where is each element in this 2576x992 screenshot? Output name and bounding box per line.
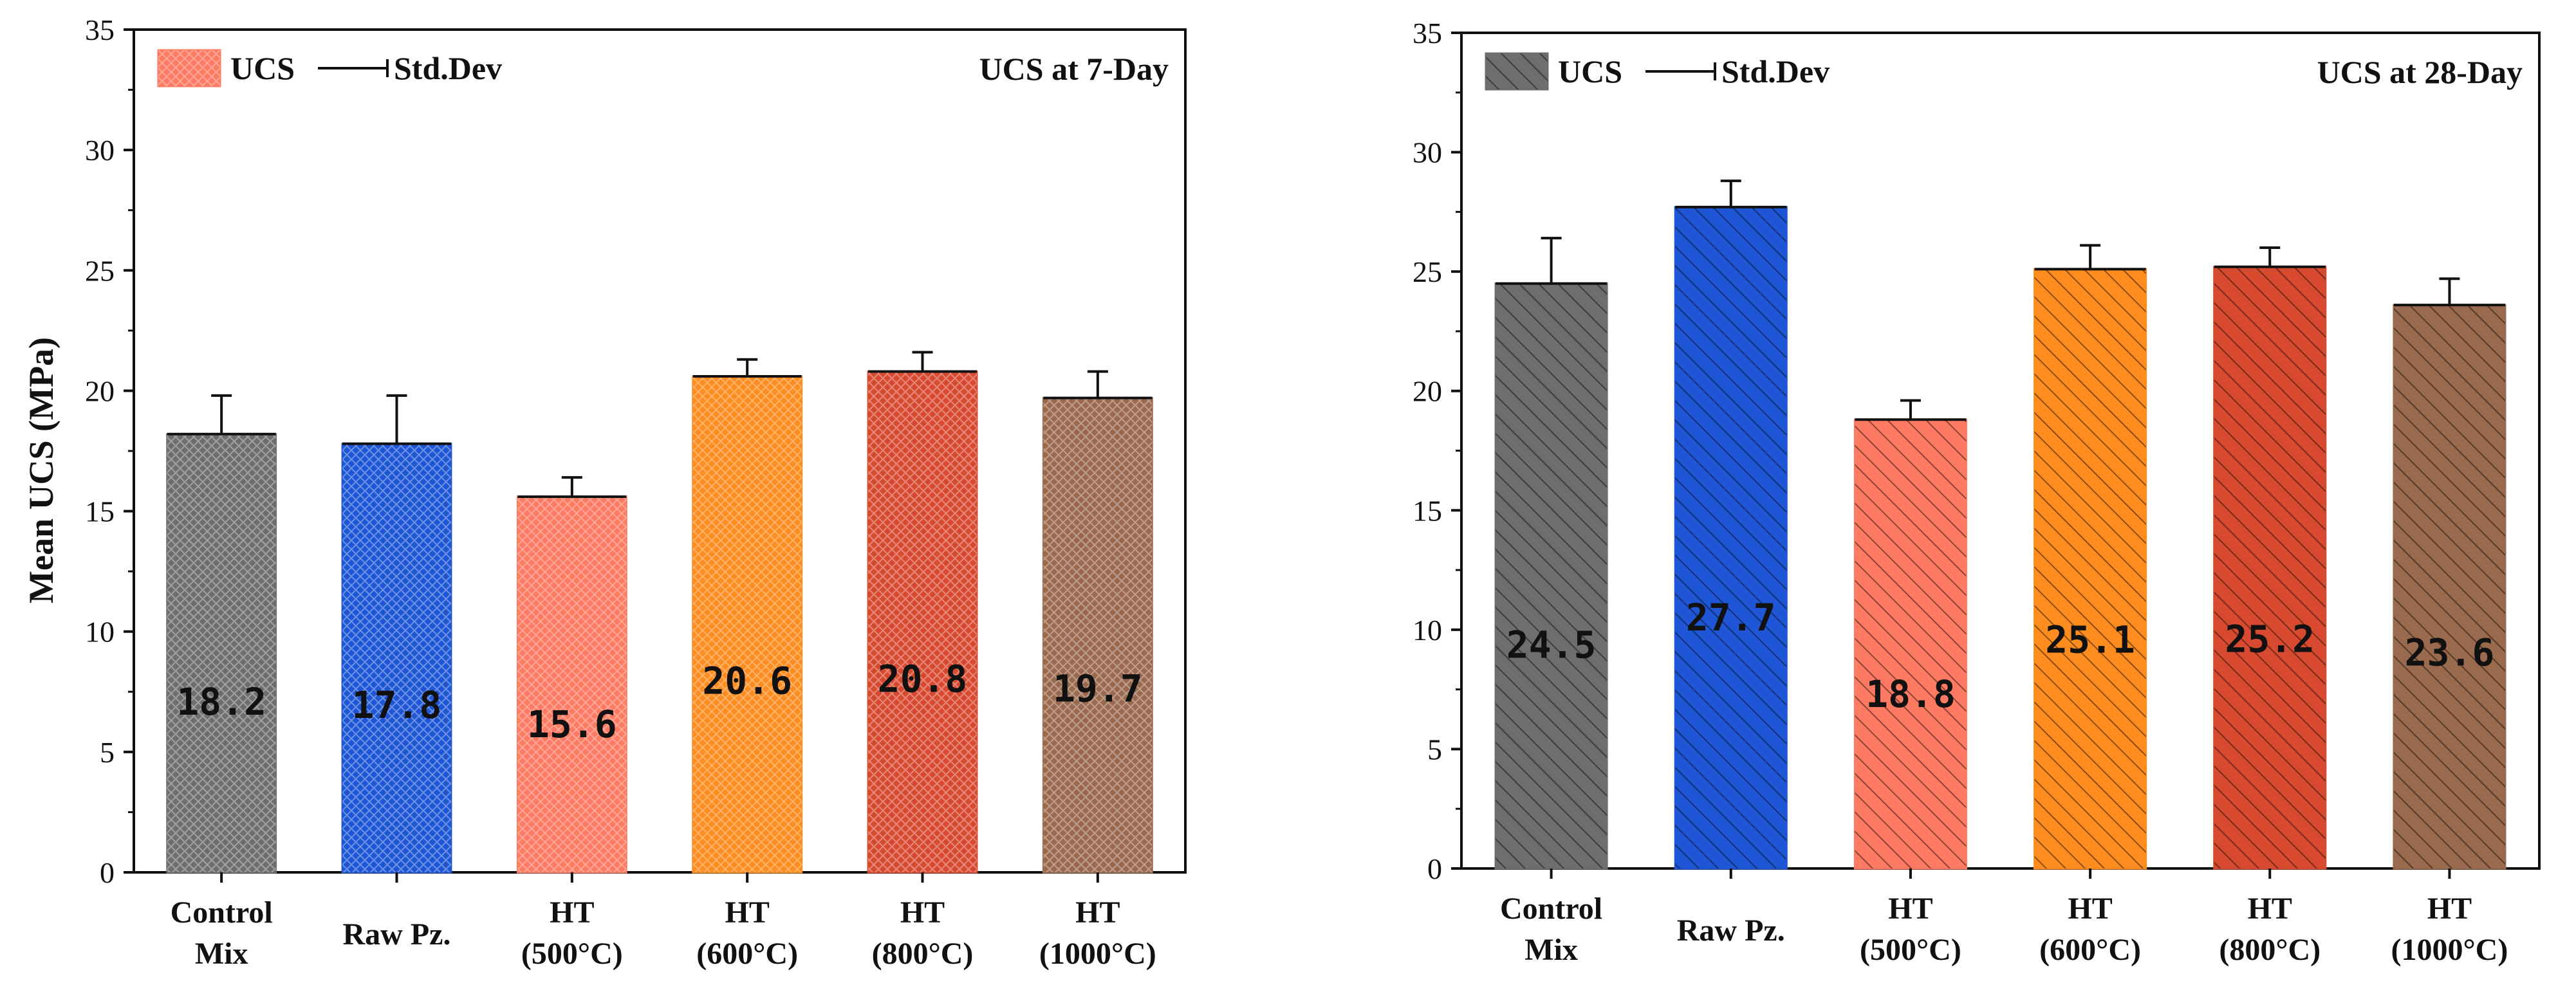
x-tick-line: HT xyxy=(725,896,769,930)
x-tick-line: HT xyxy=(1075,896,1120,930)
x-tick-label-ht-800c: HT (800°C) xyxy=(2219,892,2321,967)
value-label-ht-500c: 15.6 xyxy=(527,703,617,746)
x-tick-line: HT xyxy=(550,896,594,930)
y-tick-label: 0 xyxy=(100,856,115,889)
x-tick-line: (1000°C) xyxy=(2391,933,2508,967)
bar-hatch-raw-pz xyxy=(342,443,451,872)
x-tick-line: HT xyxy=(900,896,945,930)
bar-hatch-ht-600c xyxy=(692,376,802,872)
panel-ucs-28-day: 0 5 10 15 20 25 30 35 24.5 Control Mix 27.7 Raw Pz. 1… xyxy=(1413,17,2541,967)
x-tick-line: (1000°C) xyxy=(1039,937,1156,971)
legend-stddev-label: Std.Dev xyxy=(1721,53,1830,89)
x-tick-label-ht-500c: HT (500°C) xyxy=(1860,892,1961,967)
bar-hatch-ht-1000c xyxy=(1043,398,1153,872)
value-label-ht-600c: 25.1 xyxy=(2045,618,2135,662)
value-label-ht-500c: 18.8 xyxy=(1866,672,1956,716)
x-tick-label-ht-600c: HT (600°C) xyxy=(2039,892,2141,967)
value-label-raw-pz: 27.7 xyxy=(1686,596,1776,639)
value-label-ht-1000c: 23.6 xyxy=(2405,631,2495,675)
y-tick-label: 35 xyxy=(85,14,115,46)
x-tick-line: HT xyxy=(1888,892,1932,926)
x-tick-label-ht-1000c: HT (1000°C) xyxy=(2391,892,2508,967)
x-tick-label-ht-1000c: HT (1000°C) xyxy=(1039,896,1156,971)
bar-hatch-control-mix xyxy=(1496,283,1608,868)
x-tick-label-ht-800c: HT (800°C) xyxy=(872,896,974,971)
x-tick-label-control-mix: Control Mix xyxy=(171,896,273,971)
x-tick-line: HT xyxy=(2427,892,2472,926)
plot-frame xyxy=(133,28,1187,874)
legend-ucs-label: UCS xyxy=(230,50,295,86)
x-tick-line: Control xyxy=(1500,892,1602,926)
x-tick-line: (800°C) xyxy=(2219,933,2321,967)
value-label-control-mix: 24.5 xyxy=(1506,623,1597,667)
y-tick-label: 10 xyxy=(1413,614,1442,647)
x-tick-line: Mix xyxy=(1524,933,1578,967)
y-tick-label: 30 xyxy=(85,134,115,167)
x-tick-label-control-mix: Control Mix xyxy=(1500,892,1602,967)
x-tick-label-ht-500c: HT (500°C) xyxy=(521,896,623,971)
x-tick-line: Mix xyxy=(195,937,248,971)
chart-title: UCS at 7-Day xyxy=(979,51,1169,87)
y-tick-label: 20 xyxy=(1413,375,1442,408)
y-tick-label: 35 xyxy=(1413,17,1442,50)
y-tick-label: 15 xyxy=(1413,494,1442,527)
value-label-control-mix: 18.2 xyxy=(176,680,266,724)
value-label-ht-800c: 25.2 xyxy=(2225,617,2315,661)
x-tick-line: (800°C) xyxy=(872,937,974,971)
y-tick-label: 30 xyxy=(1413,136,1442,169)
bar-hatch-ht-500c xyxy=(1855,419,1967,868)
y-axis-label: Mean UCS (MPa) xyxy=(22,337,60,603)
chart-title: UCS at 28-Day xyxy=(2317,54,2523,90)
x-tick-line: Raw Pz. xyxy=(1677,914,1785,948)
y-tick-label: 0 xyxy=(1427,852,1442,885)
x-tick-label-ht-600c: HT (600°C) xyxy=(696,896,798,971)
x-tick-line: (600°C) xyxy=(2039,933,2141,967)
bar-hatch-ht-800c xyxy=(2214,266,2326,869)
x-tick-line: (500°C) xyxy=(1860,933,1961,967)
y-tick-label: 20 xyxy=(85,374,115,407)
bar-hatch-ht-500c xyxy=(517,497,627,872)
x-tick-label-raw-pz: Raw Pz. xyxy=(343,917,451,951)
bar-hatch-ht-1000c xyxy=(2393,305,2505,868)
x-tick-line: HT xyxy=(2068,892,2112,926)
y-tick-label: 25 xyxy=(1413,255,1442,288)
panel-ucs-7-day: 0 5 10 15 20 25 30 35 Mean UCS (MPa) 18.2 Control M… xyxy=(22,14,1187,971)
y-tick-label: 15 xyxy=(85,495,115,528)
y-tick-label: 25 xyxy=(85,254,115,287)
y-tick-label: 10 xyxy=(85,616,115,648)
value-label-raw-pz: 17.8 xyxy=(352,683,442,727)
plot-frame xyxy=(1460,32,2541,870)
y-tick-label: 5 xyxy=(1427,733,1442,766)
bar-hatch-control-mix xyxy=(167,434,276,872)
x-tick-line: Control xyxy=(171,896,273,930)
bar-hatch-ht-800c xyxy=(868,371,977,872)
legend-swatch-hatch xyxy=(158,50,220,86)
bar-hatch-ht-600c xyxy=(2034,269,2146,869)
x-tick-line: (600°C) xyxy=(696,937,798,971)
x-tick-label-raw-pz: Raw Pz. xyxy=(1677,914,1785,948)
y-tick-label: 5 xyxy=(100,736,115,769)
x-tick-line: (500°C) xyxy=(521,937,623,971)
legend-swatch-hatch xyxy=(1486,53,1548,89)
value-label-ht-600c: 20.6 xyxy=(702,659,792,703)
legend-ucs-label: UCS xyxy=(1558,53,1622,89)
legend-stddev-label: Std.Dev xyxy=(394,50,502,86)
x-tick-line: HT xyxy=(2248,892,2292,926)
value-label-ht-800c: 20.8 xyxy=(878,657,968,701)
bar-hatch-raw-pz xyxy=(1675,207,1787,868)
value-label-ht-1000c: 19.7 xyxy=(1053,667,1143,711)
x-tick-line: Raw Pz. xyxy=(343,917,451,951)
